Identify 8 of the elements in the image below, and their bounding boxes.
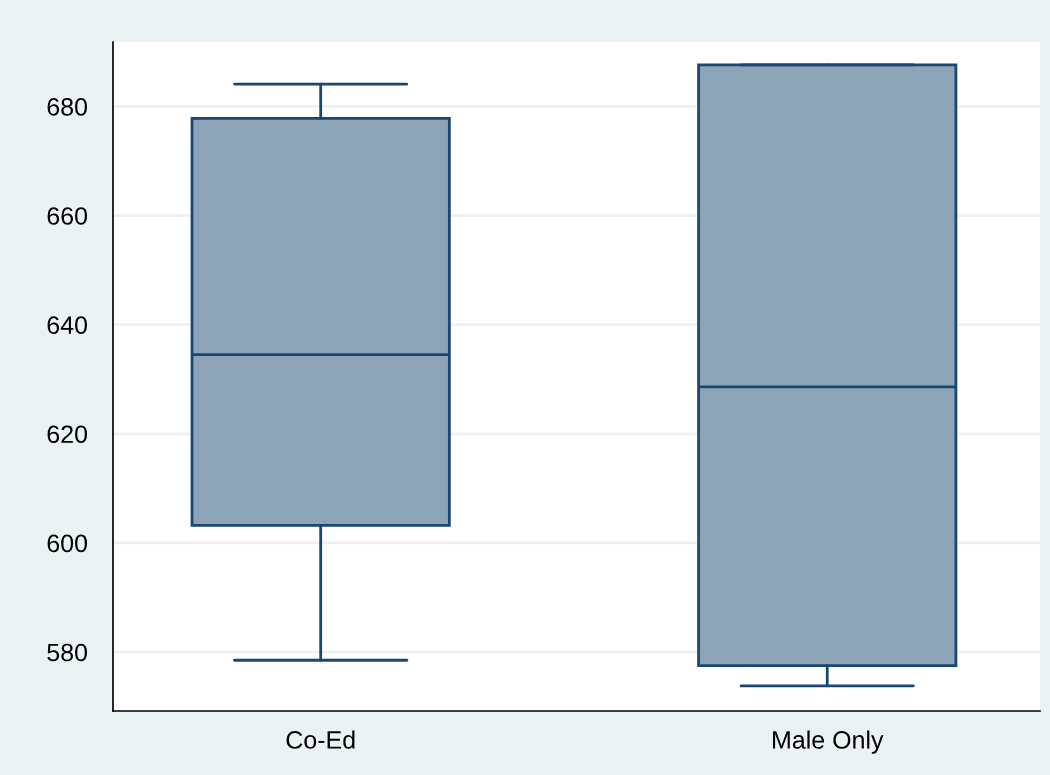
x-tick-label: Co-Ed	[286, 730, 355, 749]
x-tick-label: Male Only	[773, 730, 884, 754]
y-tick-label: 620	[47, 425, 88, 444]
y-tick-label: 660	[47, 207, 88, 225]
y-tick-label: 580	[47, 643, 88, 662]
y-tick-label: 600	[47, 534, 88, 553]
y-tick-label: 640	[47, 316, 88, 334]
y-tick-label: 680	[47, 97, 88, 116]
